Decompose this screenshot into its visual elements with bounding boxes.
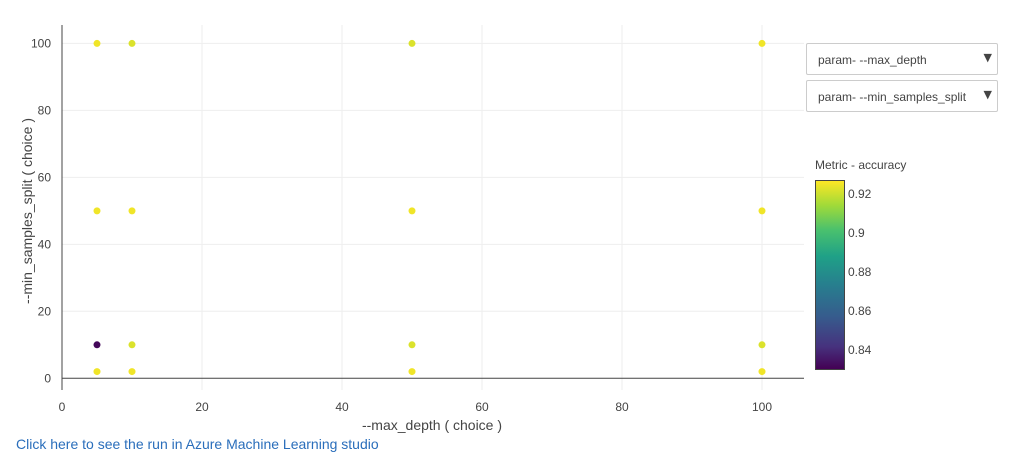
y-tick-label: 20	[38, 304, 52, 318]
colorbar-tick-label: 0.9	[848, 225, 865, 240]
data-point[interactable]	[128, 39, 136, 47]
x-tick-label: 100	[752, 400, 772, 414]
data-point[interactable]	[93, 207, 101, 215]
data-points	[93, 39, 766, 376]
x-parameter-dropdown[interactable]: param- --max_depth ▼	[806, 43, 998, 75]
x-parameter-dropdown-label: param- --max_depth	[818, 53, 927, 67]
y-tick-label: 80	[38, 103, 52, 117]
data-point[interactable]	[408, 341, 416, 349]
y-parameter-dropdown-label: param- --min_samples_split	[818, 90, 967, 104]
colorbar-tick-label: 0.84	[848, 343, 872, 358]
data-point[interactable]	[758, 368, 766, 376]
x-tick-label: 40	[335, 400, 349, 414]
tick-labels: 0 20 40 60 80 100 0 20 40 60 80 100	[31, 36, 772, 414]
data-point[interactable]	[758, 341, 766, 349]
y-axis-title: --min_samples_split ( choice )	[19, 118, 35, 304]
colorbar-title: Metric - accuracy	[815, 158, 907, 172]
grid-lines	[62, 25, 804, 390]
colorbar-tick-label: 0.88	[848, 265, 872, 280]
data-point[interactable]	[93, 341, 101, 349]
data-point[interactable]	[93, 39, 101, 47]
colorbar-tick-label: 0.92	[848, 186, 872, 201]
data-point[interactable]	[408, 39, 416, 47]
chevron-down-icon: ▼	[983, 88, 992, 101]
data-point[interactable]	[128, 207, 136, 215]
x-tick-label: 60	[475, 400, 489, 414]
x-tick-label: 20	[195, 400, 209, 414]
y-tick-label: 0	[44, 371, 51, 385]
colorbar	[815, 180, 845, 370]
data-point[interactable]	[758, 39, 766, 47]
x-tick-label: 80	[615, 400, 629, 414]
y-tick-label: 60	[38, 170, 52, 184]
x-axis-title: --max_depth ( choice )	[362, 417, 502, 433]
data-point[interactable]	[408, 207, 416, 215]
data-point[interactable]	[758, 207, 766, 215]
data-point[interactable]	[408, 368, 416, 376]
data-point[interactable]	[93, 368, 101, 376]
y-tick-label: 40	[38, 237, 52, 251]
axes	[61, 25, 804, 390]
azure-ml-studio-link[interactable]: Click here to see the run in Azure Machi…	[16, 436, 379, 452]
chevron-down-icon: ▼	[983, 51, 992, 64]
y-tick-label: 100	[31, 36, 51, 50]
x-tick-label: 0	[59, 400, 66, 414]
data-point[interactable]	[128, 341, 136, 349]
colorbar-tick-label: 0.86	[848, 304, 872, 319]
data-point[interactable]	[128, 368, 136, 376]
y-parameter-dropdown[interactable]: param- --min_samples_split ▼	[806, 80, 998, 112]
